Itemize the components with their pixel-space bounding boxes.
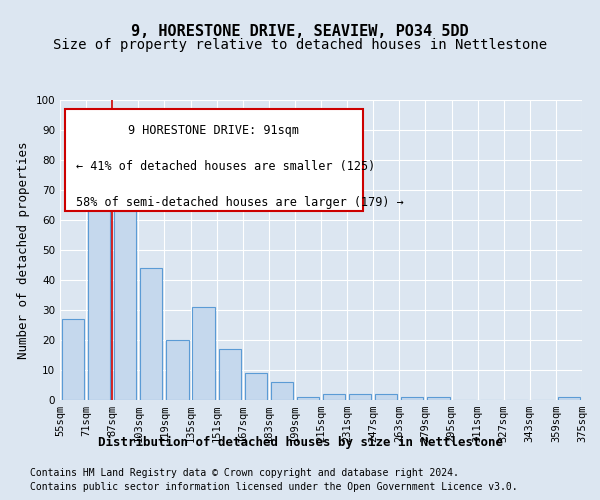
Text: 9, HORESTONE DRIVE, SEAVIEW, PO34 5DD: 9, HORESTONE DRIVE, SEAVIEW, PO34 5DD: [131, 24, 469, 38]
Bar: [140, 268, 163, 400]
Bar: [245, 373, 267, 400]
Bar: [401, 397, 424, 400]
Bar: [558, 397, 580, 400]
Bar: [349, 394, 371, 400]
Bar: [166, 340, 188, 400]
Text: ← 41% of detached houses are smaller (125): ← 41% of detached houses are smaller (12…: [76, 160, 375, 173]
Bar: [193, 307, 215, 400]
Y-axis label: Number of detached properties: Number of detached properties: [17, 141, 30, 359]
Text: Contains public sector information licensed under the Open Government Licence v3: Contains public sector information licen…: [30, 482, 518, 492]
Text: Contains HM Land Registry data © Crown copyright and database right 2024.: Contains HM Land Registry data © Crown c…: [30, 468, 459, 477]
Bar: [375, 394, 397, 400]
Text: Distribution of detached houses by size in Nettlestone: Distribution of detached houses by size …: [97, 436, 503, 449]
FancyBboxPatch shape: [65, 109, 363, 211]
Bar: [323, 394, 345, 400]
Text: 9 HORESTONE DRIVE: 91sqm: 9 HORESTONE DRIVE: 91sqm: [128, 124, 299, 137]
Bar: [427, 397, 449, 400]
Text: 58% of semi-detached houses are larger (179) →: 58% of semi-detached houses are larger (…: [76, 196, 403, 209]
Bar: [297, 397, 319, 400]
Bar: [271, 382, 293, 400]
Bar: [88, 163, 110, 400]
Bar: [62, 319, 84, 400]
Bar: [218, 349, 241, 400]
Text: Size of property relative to detached houses in Nettlestone: Size of property relative to detached ho…: [53, 38, 547, 52]
Bar: [114, 211, 136, 400]
